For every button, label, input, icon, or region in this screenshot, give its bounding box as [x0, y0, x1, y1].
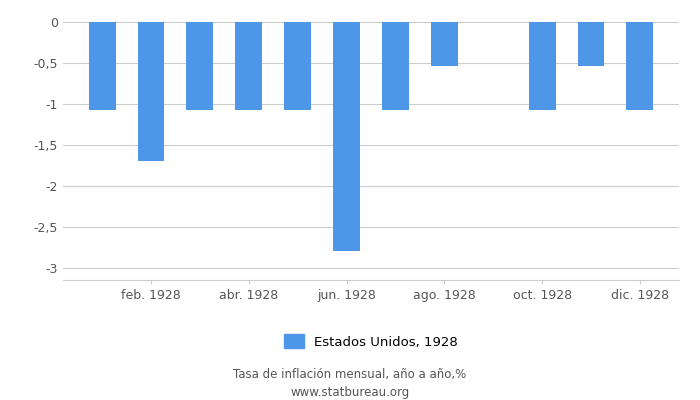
Bar	[382, 22, 409, 110]
Bar	[89, 22, 116, 110]
Text: www.statbureau.org: www.statbureau.org	[290, 386, 410, 399]
Bar	[431, 22, 458, 66]
Legend: Estados Unidos, 1928: Estados Unidos, 1928	[279, 329, 463, 354]
Bar	[186, 22, 214, 110]
Bar	[578, 22, 604, 66]
Bar	[284, 22, 311, 110]
Text: Tasa de inflación mensual, año a año,%: Tasa de inflación mensual, año a año,%	[233, 368, 467, 381]
Bar	[235, 22, 262, 110]
Bar	[528, 22, 556, 110]
Bar	[333, 22, 360, 251]
Bar	[626, 22, 653, 110]
Bar	[138, 22, 164, 161]
